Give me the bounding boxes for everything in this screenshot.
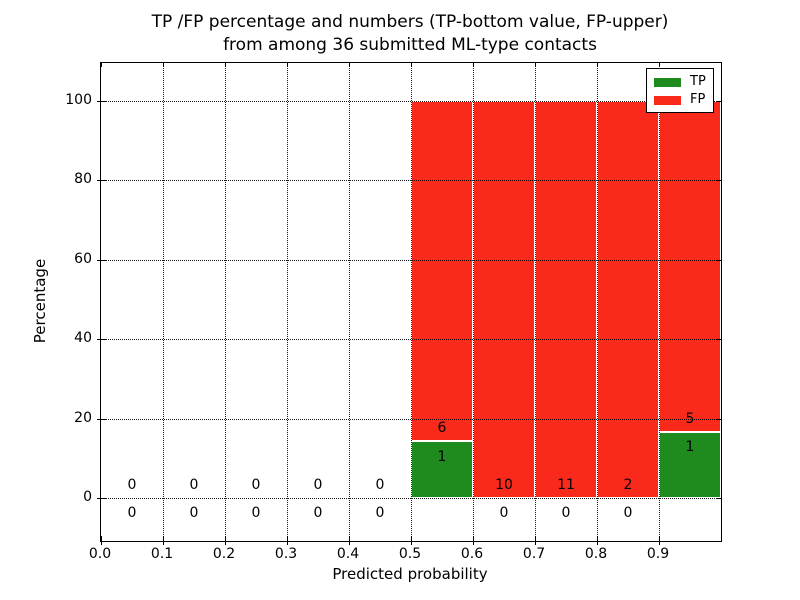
grid-line-vertical [473,63,474,541]
fp-bar-segment [411,101,473,442]
grid-line-vertical [287,63,288,541]
y-tick-mark [97,339,106,341]
grid-line-vertical [349,63,350,541]
chart-title: TP /FP percentage and numbers (TP-bottom… [100,11,720,57]
x-tick-label: 0.7 [522,546,546,562]
tp-legend-swatch-icon [654,77,681,87]
y-tick-mark [97,180,106,182]
x-tick-mark-top [225,63,226,67]
chart-title-line2: from among 36 submitted ML-type contacts [223,35,597,55]
y-tick-mark [97,101,106,102]
x-tick-mark [535,536,536,545]
y-tick-mark [97,498,106,499]
x-tick-mark [163,536,164,545]
x-tick-label: 0.2 [212,546,236,562]
x-tick-label: 0.8 [584,546,608,562]
x-tick-label: 0.9 [646,546,670,562]
legend-label-tp: TP [690,74,706,89]
x-axis-title: Predicted probability [332,565,488,583]
fp-bar-segment [535,101,597,498]
x-tick-mark [225,536,226,545]
y-tick-mark-right [717,101,721,102]
tp-bar-segment [411,441,473,498]
x-tick-label: 0.0 [88,546,112,562]
grid-line-vertical [163,63,164,541]
x-tick-mark [349,536,350,545]
x-tick-mark-top [411,63,412,67]
grid-line-vertical [411,63,412,541]
grid-line-vertical [225,63,226,541]
y-tick-mark-right [717,498,721,499]
y-tick-label: 80 [74,171,92,188]
x-tick-mark [659,536,660,545]
tp-count-label: 0 [623,505,633,522]
tp-count-label: 0 [251,505,261,522]
x-tick-mark [287,536,288,545]
tp-bar-segment [659,431,721,498]
x-tick-mark-top [473,63,474,67]
x-tick-mark-top [287,63,288,67]
tp-count-label: 0 [375,505,385,522]
grid-line-vertical [659,63,660,541]
fp-legend-swatch-icon [654,95,681,105]
tp-count-label: 0 [313,505,323,522]
x-tick-mark-top [101,63,102,67]
legend-row-fp: FP [647,91,713,109]
grid-line-vertical [597,63,598,541]
grid-line-vertical [535,63,536,541]
y-tick-label: 0 [83,489,92,505]
tp-count-label: 0 [499,505,509,522]
x-tick-mark-top [349,63,350,67]
fp-count-label: 0 [375,476,385,493]
y-tick-label: 20 [74,409,92,426]
fp-count-label: 0 [189,476,199,493]
fp-bar-segment [597,101,659,498]
fp-count-label: 10 [495,476,513,493]
tp-count-label: 1 [685,439,695,456]
x-tick-mark-top [163,63,164,67]
legend-row-tp: TP [647,73,713,91]
tp-count-label: 0 [189,505,199,522]
y-tick-mark-right [717,339,721,341]
x-tick-mark [411,536,412,545]
x-tick-label: 0.3 [274,546,298,562]
y-tick-label: 40 [74,330,92,347]
legend: TP FP [646,68,714,113]
fp-count-label: 0 [127,476,137,493]
fp-count-label: 11 [557,476,575,493]
x-tick-mark [473,536,474,545]
fp-count-label: 2 [623,476,633,493]
tp-count-label: 0 [561,505,571,522]
x-tick-label: 0.1 [150,546,174,562]
fp-bar-segment [473,101,535,498]
y-tick-mark [97,418,106,420]
fp-count-label: 0 [313,476,323,493]
fp-count-label: 0 [251,476,261,493]
fp-count-label: 6 [437,420,447,437]
x-tick-mark [597,536,598,545]
tp-count-label: 0 [127,505,137,522]
y-tick-label: 100 [65,92,92,108]
x-tick-mark [101,536,102,545]
legend-label-fp: FP [690,92,706,107]
tp-count-label: 1 [437,448,447,465]
y-tick-label: 60 [74,250,92,267]
x-tick-mark-top [535,63,536,67]
y-tick-mark-right [717,418,721,420]
y-tick-mark [97,259,106,261]
y-tick-mark-right [717,259,721,261]
fp-count-label: 5 [685,410,695,427]
y-axis-title: Percentage [31,258,49,344]
x-tick-mark-top [597,63,598,67]
x-tick-label: 0.4 [336,546,360,562]
chart-title-line1: TP /FP percentage and numbers (TP-bottom… [151,12,669,32]
fp-bar-segment [659,101,721,432]
y-tick-mark-right [717,180,721,182]
x-tick-label: 0.6 [460,546,484,562]
x-tick-label: 0.5 [398,546,422,562]
plot-area: 0 0 0 0 0 0 0 0 0 0 6 1 10 0 11 0 2 0 5 1 TP FP [97,62,722,545]
x-tick-mark-top [659,63,660,67]
